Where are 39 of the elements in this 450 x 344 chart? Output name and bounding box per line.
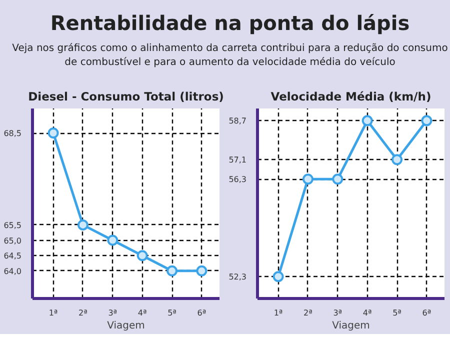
x-tick-label: 6ª (197, 308, 206, 318)
y-tick-label: 64,5 (4, 252, 22, 261)
x-tick-label: 2ª (78, 308, 88, 318)
point (302, 174, 314, 185)
point (136, 250, 148, 262)
point (421, 115, 432, 126)
x-tick-label: 2ª (304, 308, 313, 318)
point (48, 128, 59, 139)
point (362, 115, 373, 126)
point (196, 265, 208, 276)
x-tick-label: 4ª (362, 308, 372, 318)
x-tick-label: 4ª (138, 308, 147, 318)
x-tick-label: 5ª (392, 308, 402, 318)
y-tick-label: 65,0 (4, 236, 22, 246)
x-tick-label: 1ª (48, 308, 58, 318)
x-axis-title: Viagem (107, 320, 145, 332)
point (332, 174, 344, 185)
x-axis-title: Viagem (332, 320, 370, 332)
text: Rentabilidade na ponta do lápis (49, 10, 411, 37)
y-tick-label: 57,1 (228, 156, 246, 165)
point (77, 219, 88, 230)
point (107, 234, 118, 246)
text: Veja nos gráficos como o alinhamento da carreta contribui para a redução do consumo de combustível e para o aumento da velocidade média do veículo (11, 42, 449, 70)
y-tick-label: 52,3 (228, 272, 246, 282)
point (166, 265, 178, 276)
chart-title: Velocidade Média (km/h) (270, 90, 432, 104)
y-tick-label: 65,5 (4, 220, 22, 230)
x-tick-label: 6ª (422, 308, 432, 318)
x-tick-label: 3ª (108, 308, 118, 318)
point (272, 271, 284, 282)
chart-title: Diesel - Consumo Total (litros) (28, 90, 224, 104)
y-tick-label: 68,5 (4, 129, 22, 138)
x-tick-label: 1ª (274, 308, 283, 318)
x-tick-label: 3ª (333, 308, 342, 318)
y-tick-label: 58,7 (228, 116, 246, 126)
point (392, 154, 403, 166)
x-tick-label: 5ª (168, 308, 177, 318)
y-tick-label: 64,0 (4, 266, 22, 276)
y-tick-label: 56,3 (228, 175, 246, 184)
